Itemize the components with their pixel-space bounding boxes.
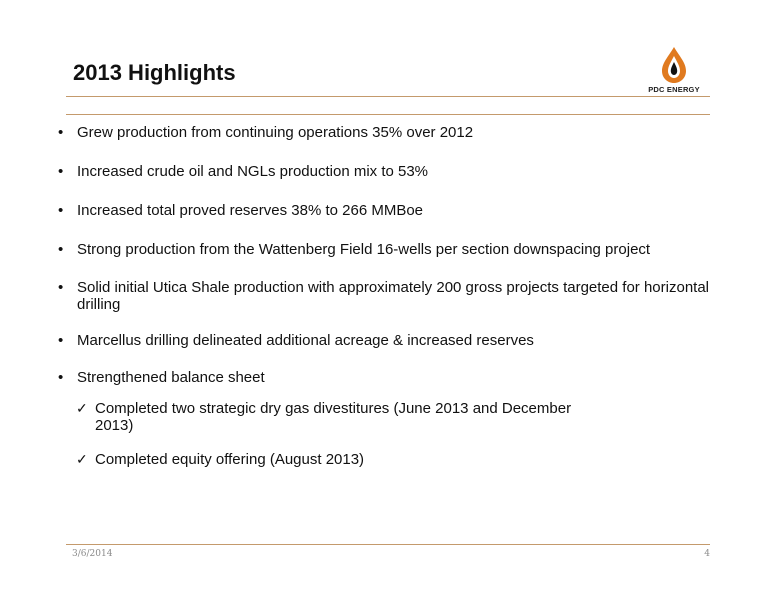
logo-text: PDC ENERGY	[648, 85, 700, 94]
footer-divider	[66, 544, 710, 545]
bullet-text: Solid initial Utica Shale production wit…	[77, 279, 709, 313]
bullet-icon: •	[58, 241, 64, 258]
list-item: ✓ Completed two strategic dry gas divest…	[58, 400, 728, 434]
list-item: • Solid initial Utica Shale production w…	[58, 279, 728, 313]
list-item: • Grew production from continuing operat…	[58, 124, 728, 141]
bullet-icon: •	[58, 279, 64, 296]
checkmark-icon: ✓	[76, 400, 88, 416]
checkmark-icon: ✓	[76, 451, 88, 467]
bullet-text: Strong production from the Wattenberg Fi…	[77, 241, 651, 258]
sub-bullet-list: ✓ Completed two strategic dry gas divest…	[58, 400, 728, 468]
bullet-icon: •	[58, 369, 64, 386]
list-item: • Strengthened balance sheet	[58, 369, 728, 386]
list-item: • Increased total proved reserves 38% to…	[58, 202, 728, 219]
title-divider	[66, 96, 710, 97]
bullet-text: Strengthened balance sheet	[77, 369, 265, 386]
bullet-text: Increased total proved reserves 38% to 2…	[77, 202, 424, 219]
flame-drop-icon	[662, 47, 686, 83]
list-item: ✓ Completed equity offering (August 2013…	[58, 451, 728, 468]
pdc-energy-logo: PDC ENERGY	[638, 45, 710, 99]
bullet-icon: •	[58, 163, 64, 180]
bullet-icon: •	[58, 332, 64, 349]
sub-list-container: ✓ Completed two strategic dry gas divest…	[58, 400, 728, 468]
bullet-text: Increased crude oil and NGLs production …	[77, 163, 429, 180]
bullet-icon: •	[58, 202, 64, 219]
bullet-text: Grew production from continuing operatio…	[77, 124, 474, 141]
title-divider-secondary	[66, 114, 710, 115]
list-item: • Increased crude oil and NGLs productio…	[58, 163, 728, 180]
page-number: 4	[704, 549, 710, 559]
bullet-text: Marcellus drilling delineated additional…	[77, 332, 534, 349]
slide-title: 2013 Highlights	[73, 60, 236, 85]
bullet-icon: •	[58, 124, 64, 141]
sub-bullet-text: Completed two strategic dry gas divestit…	[95, 400, 572, 434]
list-item: • Marcellus drilling delineated addition…	[58, 332, 728, 349]
sub-bullet-text: Completed equity offering (August 2013)	[95, 451, 365, 468]
list-item: • Strong production from the Wattenberg …	[58, 241, 728, 258]
highlights-list: • Grew production from continuing operat…	[58, 124, 728, 468]
footer-date: 3/6/2014	[72, 549, 113, 559]
